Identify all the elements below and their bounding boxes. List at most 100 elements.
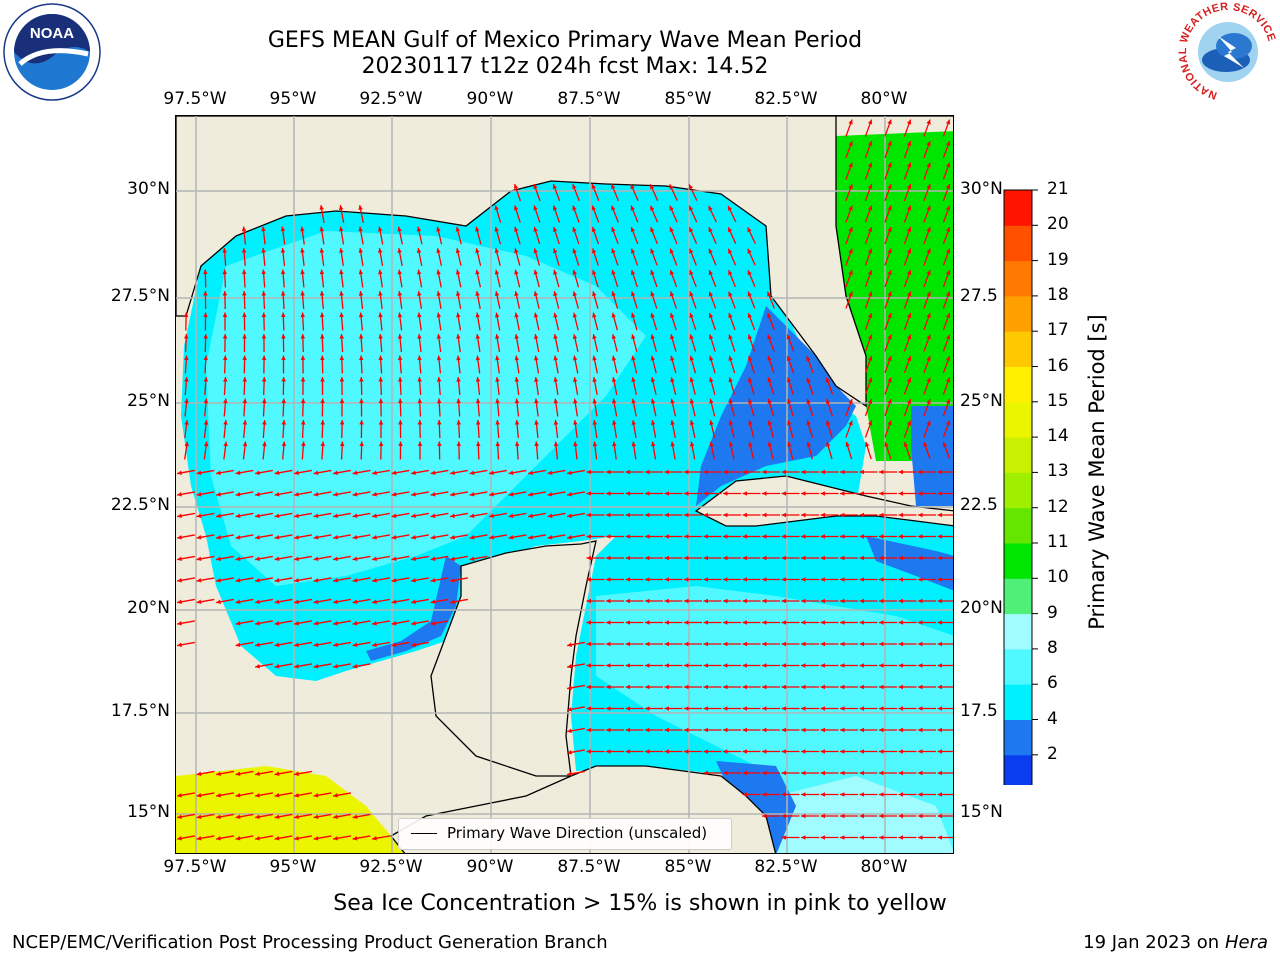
wave-arrow — [495, 376, 500, 396]
wave-arrow — [255, 770, 273, 777]
wave-arrow — [313, 835, 332, 841]
wave-arrow — [475, 334, 481, 352]
wave-arrow — [455, 226, 462, 245]
wave-arrow — [840, 835, 858, 840]
wave-arrow — [840, 555, 858, 561]
wave-arrow — [664, 706, 683, 711]
wave-arrow — [534, 377, 539, 395]
wave-arrow — [630, 205, 639, 223]
wave-arrow — [859, 663, 878, 668]
wave-arrow — [222, 312, 228, 331]
wave-arrow — [241, 226, 247, 245]
wave-arrow — [235, 620, 254, 626]
wave-arrow — [689, 291, 697, 309]
wave-arrow — [898, 598, 917, 604]
wave-arrow — [723, 534, 741, 539]
wave-arrow — [436, 291, 442, 309]
wave-arrow — [280, 269, 286, 288]
wave-arrow — [884, 312, 892, 331]
wave-arrow — [196, 577, 215, 583]
wave-arrow — [567, 727, 585, 734]
wave-arrow — [664, 598, 683, 604]
wave-arrow — [177, 813, 195, 820]
wave-arrow — [611, 226, 619, 245]
wave-arrow — [723, 577, 741, 582]
wave-arrow — [762, 663, 780, 668]
wave-arrow — [378, 333, 383, 353]
latitude-label: 20°N — [960, 598, 1003, 618]
wave-arrow — [762, 706, 780, 711]
wave-arrow — [840, 512, 858, 518]
wave-arrow — [864, 441, 872, 460]
wave-arrow — [742, 727, 761, 733]
wave-arrow — [723, 469, 741, 475]
wave-arrow — [748, 441, 755, 460]
wave-arrow — [184, 398, 189, 417]
wave-arrow — [942, 248, 951, 266]
wave-arrow — [728, 312, 736, 331]
wave-arrow — [645, 512, 663, 518]
wave-arrow — [669, 269, 678, 288]
wave-arrow — [918, 577, 936, 582]
wave-arrow — [703, 706, 722, 711]
wave-arrow — [727, 205, 737, 223]
wave-arrow — [786, 334, 795, 352]
wave-arrow — [606, 727, 624, 733]
wave-arrow — [514, 312, 520, 331]
longitude-label: 85°W — [664, 89, 712, 109]
noaa-logo-text: NOAA — [30, 25, 74, 42]
wave-arrow — [689, 355, 697, 374]
wave-arrow — [553, 398, 559, 417]
wave-arrow — [923, 441, 931, 460]
wave-arrow — [203, 419, 209, 439]
wave-arrow — [223, 398, 228, 417]
wave-arrow — [216, 835, 234, 841]
wave-arrow — [942, 205, 951, 223]
wave-arrow — [664, 684, 683, 690]
wave-arrow — [708, 205, 717, 223]
wave-arrow — [469, 555, 488, 562]
wave-arrow — [495, 441, 501, 460]
wave-arrow — [242, 376, 247, 396]
wave-arrow — [274, 555, 293, 562]
wave-arrow — [235, 469, 254, 476]
wave-arrow — [294, 835, 312, 841]
wave-arrow — [411, 534, 429, 540]
wave-arrow — [767, 312, 775, 331]
wave-arrow — [567, 749, 585, 755]
wave-arrow — [670, 334, 677, 352]
wave-arrow — [572, 183, 580, 202]
wave-arrow — [762, 512, 780, 518]
wave-arrow — [689, 312, 697, 331]
wave-arrow — [903, 441, 912, 460]
wave-arrow — [294, 792, 312, 798]
wave-arrow — [203, 376, 209, 396]
wave-arrow — [747, 312, 756, 331]
wave-arrow — [645, 577, 663, 582]
wave-arrow — [898, 706, 917, 711]
wave-arrow — [514, 269, 521, 288]
latitude-label: 30°N — [960, 179, 1003, 199]
wave-arrow — [242, 441, 248, 460]
wave-arrow — [879, 792, 897, 797]
wave-arrow — [274, 469, 293, 476]
wave-arrow — [709, 377, 716, 395]
wave-arrow — [879, 770, 897, 776]
wave-arrow — [937, 620, 953, 625]
wave-arrow — [553, 312, 560, 331]
wave-arrow — [703, 620, 722, 625]
wave-arrow — [787, 441, 794, 460]
wave-arrow — [723, 555, 741, 561]
wave-arrow — [547, 469, 566, 476]
wave-arrow — [372, 620, 390, 626]
wave-arrow — [840, 727, 858, 733]
wave-arrow — [572, 248, 580, 266]
wave-arrow — [417, 376, 422, 396]
colorbar-segment — [1004, 331, 1032, 367]
chart-title: GEFS MEAN Gulf of Mexico Primary Wave Me… — [267, 28, 863, 53]
wave-arrow — [879, 512, 897, 518]
wave-arrow — [411, 491, 429, 497]
wave-arrow — [612, 441, 617, 460]
wave-arrow — [313, 534, 332, 540]
wave-arrow — [294, 663, 312, 669]
